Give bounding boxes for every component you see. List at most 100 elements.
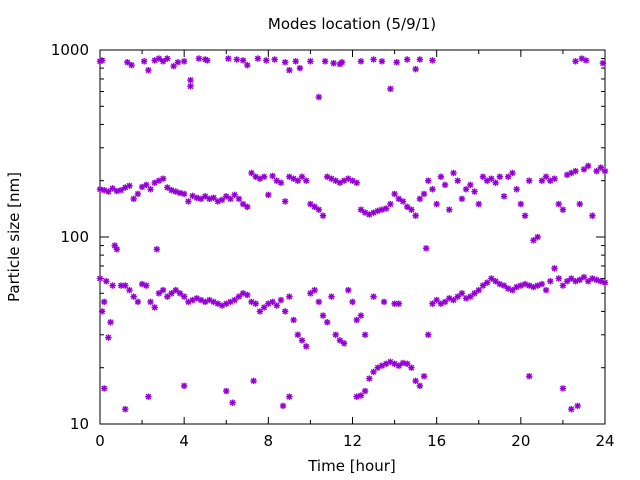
data-point [492,179,499,186]
data-point [454,177,461,184]
data-point [555,275,562,282]
x-tick-label: 16 [427,432,446,450]
data-point [496,173,503,180]
data-point [361,331,369,338]
data-point [296,64,304,72]
data-point [572,167,579,175]
data-point [509,169,516,177]
data-point [180,58,188,65]
data-point [311,286,318,294]
data-point [513,186,520,193]
data-point [572,58,579,65]
data-point [370,56,377,63]
data-point [378,58,386,65]
data-point [416,56,424,63]
data-point [151,304,158,311]
data-point [206,195,213,203]
data-point [180,382,188,390]
data-point [534,233,541,241]
data-point [387,85,394,93]
data-point [483,177,491,184]
data-point [130,195,137,203]
data-point [437,173,445,180]
data-point [277,296,285,304]
data-point [330,59,337,67]
data-point [538,280,546,288]
data-point [307,58,314,65]
data-point [105,334,112,341]
data-point [155,55,163,62]
data-point [223,387,230,395]
data-point [113,246,121,253]
data-points [96,55,609,413]
data-point [580,166,588,173]
data-point [500,282,508,289]
data-point [420,373,428,380]
data-point [387,200,394,208]
data-point [155,290,163,297]
data-point [180,293,188,300]
data-point [187,76,194,84]
data-point [172,188,179,195]
data-point [147,186,154,193]
data-point [559,206,567,213]
data-point [399,198,407,205]
data-point [153,246,161,253]
data-point [357,392,365,399]
data-point [353,179,360,186]
data-point [307,290,314,297]
data-point [404,203,411,211]
data-point [107,319,114,326]
data-point [109,185,116,192]
data-point [338,59,346,66]
data-point [547,278,554,285]
data-point [551,265,558,272]
data-point [441,181,449,189]
data-point [391,300,398,307]
data-point [599,59,607,67]
data-point [488,275,495,282]
data-point [239,57,247,64]
data-point [584,162,592,170]
data-point [281,308,289,315]
data-point [433,200,440,208]
data-point [370,293,377,300]
data-point [517,200,525,208]
data-point [345,286,352,294]
data-point [263,57,270,64]
data-point [134,298,142,306]
data-point [244,291,251,299]
data-point [244,61,251,69]
data-point [582,57,590,64]
data-point [244,203,251,211]
data-point [303,343,310,350]
data-point [530,237,537,244]
x-tick-label: 12 [343,432,362,450]
data-point [225,55,232,62]
data-point [122,405,129,413]
data-point [145,66,152,74]
data-point [488,175,495,182]
data-point [542,173,550,180]
x-tick-label: 4 [179,432,189,450]
data-point [286,66,293,74]
data-point [279,402,287,410]
data-point [412,212,419,219]
data-point [298,173,306,180]
data-point [324,319,331,326]
data-point [105,188,112,195]
x-tick-label: 8 [264,432,274,450]
data-point [294,177,301,184]
data-point [321,58,329,65]
x-tick-label: 24 [595,432,614,450]
data-point [187,83,194,90]
data-point [559,385,567,392]
data-point [412,65,419,73]
data-point [159,58,167,65]
y-axis: 10 100 1000 [51,41,605,433]
data-point [404,360,411,367]
data-point [475,200,482,208]
data-point [357,312,365,319]
data-point [391,190,398,198]
data-point [492,278,499,285]
